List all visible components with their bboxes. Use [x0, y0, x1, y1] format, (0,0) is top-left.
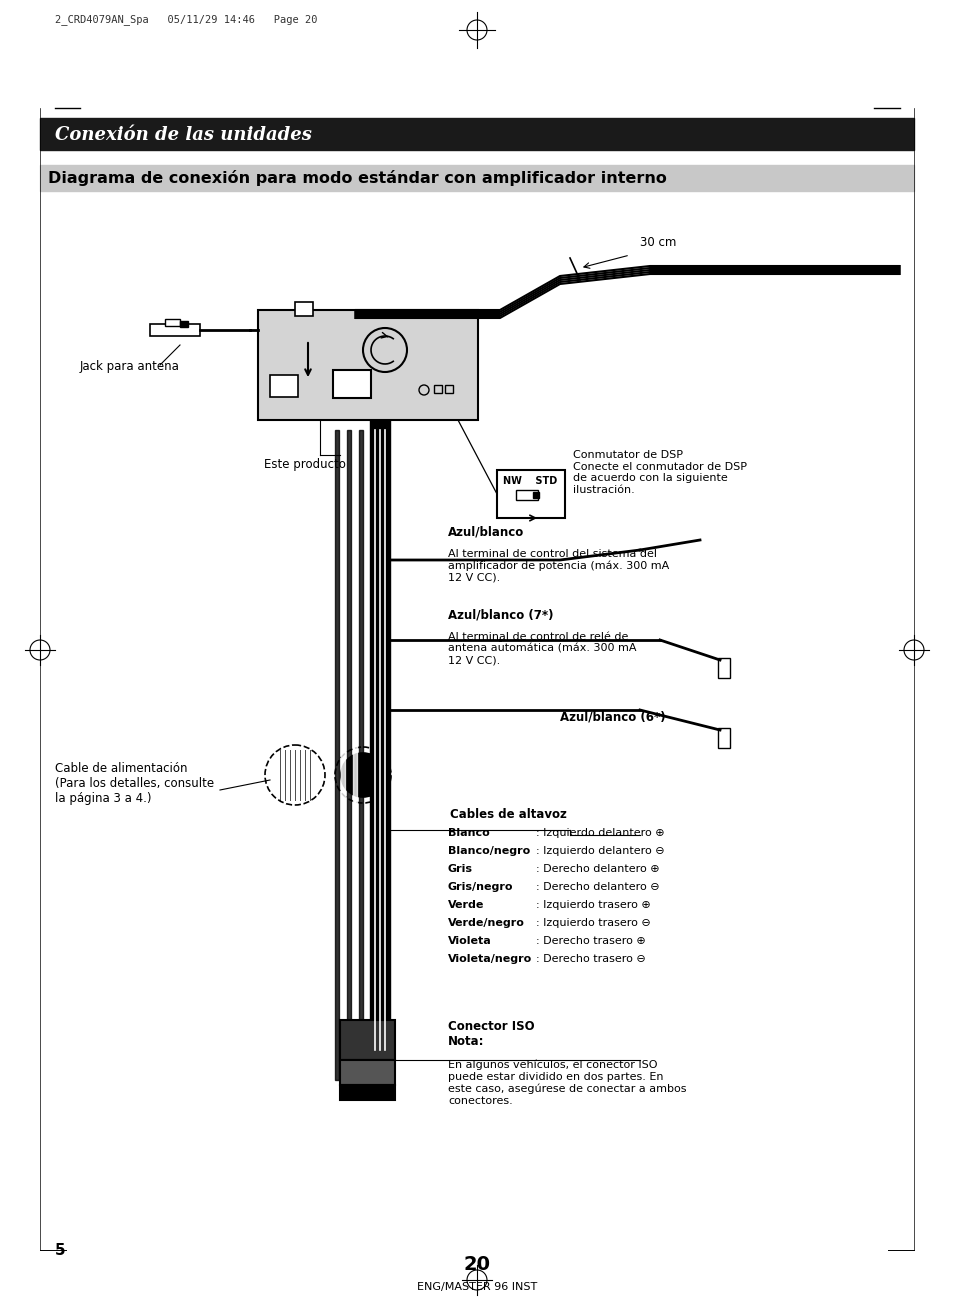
- Text: Al terminal de control del sistema del
amplificador de potencia (máx. 300 mA
12 : Al terminal de control del sistema del a…: [448, 549, 669, 583]
- Bar: [718, 658, 729, 678]
- Text: 20: 20: [463, 1255, 490, 1274]
- Bar: [358, 429, 363, 1081]
- Text: Violeta: Violeta: [448, 936, 491, 945]
- Text: Cables de altavoz: Cables de altavoz: [450, 807, 566, 821]
- Text: Conexión de las unidades: Conexión de las unidades: [55, 126, 312, 144]
- Text: : Izquierdo delantero ⊖: : Izquierdo delantero ⊖: [536, 846, 664, 856]
- Text: : Izquierdo trasero ⊖: : Izquierdo trasero ⊖: [536, 918, 650, 928]
- Text: En algunos vehículos, el conector ISO
puede estar dividido en dos partes. En
est: En algunos vehículos, el conector ISO pu…: [448, 1060, 686, 1106]
- Bar: [40, 165, 913, 190]
- Text: : Izquierdo trasero ⊕: : Izquierdo trasero ⊕: [536, 899, 650, 910]
- Text: Violeta/negro: Violeta/negro: [448, 955, 532, 964]
- Text: : Derecho trasero ⊖: : Derecho trasero ⊖: [536, 955, 645, 964]
- Text: : Derecho delantero ⊕: : Derecho delantero ⊕: [536, 864, 659, 874]
- Text: NW    STD: NW STD: [502, 477, 557, 486]
- Bar: [150, 324, 200, 336]
- Bar: [340, 429, 345, 1081]
- Bar: [339, 1020, 395, 1060]
- Text: Blanco: Blanco: [448, 829, 489, 838]
- Text: Verde: Verde: [448, 899, 484, 910]
- Bar: [339, 1060, 395, 1085]
- Bar: [353, 429, 356, 1081]
- Text: Nota:: Nota:: [448, 1035, 484, 1048]
- Text: Azul/blanco: Azul/blanco: [448, 525, 524, 538]
- Bar: [180, 320, 188, 327]
- Text: 30 cm: 30 cm: [639, 236, 676, 249]
- Bar: [40, 118, 913, 150]
- Text: Jack para antena: Jack para antena: [80, 360, 180, 373]
- Text: Gris: Gris: [448, 864, 473, 874]
- Bar: [533, 492, 538, 498]
- Text: ENG/MASTER 96 INST: ENG/MASTER 96 INST: [416, 1281, 537, 1292]
- Bar: [497, 470, 564, 519]
- Text: : Derecho delantero ⊖: : Derecho delantero ⊖: [536, 882, 659, 892]
- Bar: [257, 310, 477, 420]
- Text: Diagrama de conexión para modo estándar con amplificador interno: Diagrama de conexión para modo estándar …: [48, 169, 666, 186]
- Text: Azul/blanco (6*): Azul/blanco (6*): [559, 710, 665, 723]
- Text: 2_CRD4079AN_Spa   05/11/29 14:46   Page 20: 2_CRD4079AN_Spa 05/11/29 14:46 Page 20: [55, 14, 317, 25]
- Bar: [444, 385, 453, 393]
- Circle shape: [340, 752, 385, 797]
- FancyBboxPatch shape: [333, 370, 371, 398]
- Text: Verde/negro: Verde/negro: [448, 918, 524, 928]
- Bar: [165, 319, 180, 326]
- Text: Cable de alimentación
(Para los detalles, consulte
la página 3 a 4.): Cable de alimentación (Para los detalles…: [55, 762, 213, 805]
- Text: Al terminal de control de relé de
antena automática (máx. 300 mA
12 V CC).: Al terminal de control de relé de antena…: [448, 632, 636, 666]
- Text: Gris/negro: Gris/negro: [448, 882, 513, 892]
- Bar: [516, 490, 537, 500]
- Text: Conector ISO: Conector ISO: [448, 1020, 534, 1033]
- Bar: [434, 385, 441, 393]
- Text: Este producto: Este producto: [264, 458, 346, 471]
- Bar: [335, 429, 338, 1081]
- Bar: [339, 1085, 395, 1100]
- Text: : Derecho trasero ⊕: : Derecho trasero ⊕: [536, 936, 645, 945]
- FancyBboxPatch shape: [270, 376, 297, 397]
- Text: Azul/blanco (7*): Azul/blanco (7*): [448, 608, 553, 621]
- Text: : Izquierdo delantero ⊕: : Izquierdo delantero ⊕: [536, 829, 664, 838]
- Bar: [294, 302, 313, 316]
- Text: Blanco/negro: Blanco/negro: [448, 846, 530, 856]
- Bar: [370, 420, 390, 1070]
- Bar: [718, 727, 729, 748]
- Bar: [347, 429, 351, 1081]
- Text: Conmutator de DSP
Conecte el conmutador de DSP
de acuerdo con la siguiente
ilust: Conmutator de DSP Conecte el conmutador …: [573, 450, 746, 495]
- Text: 5: 5: [55, 1243, 66, 1258]
